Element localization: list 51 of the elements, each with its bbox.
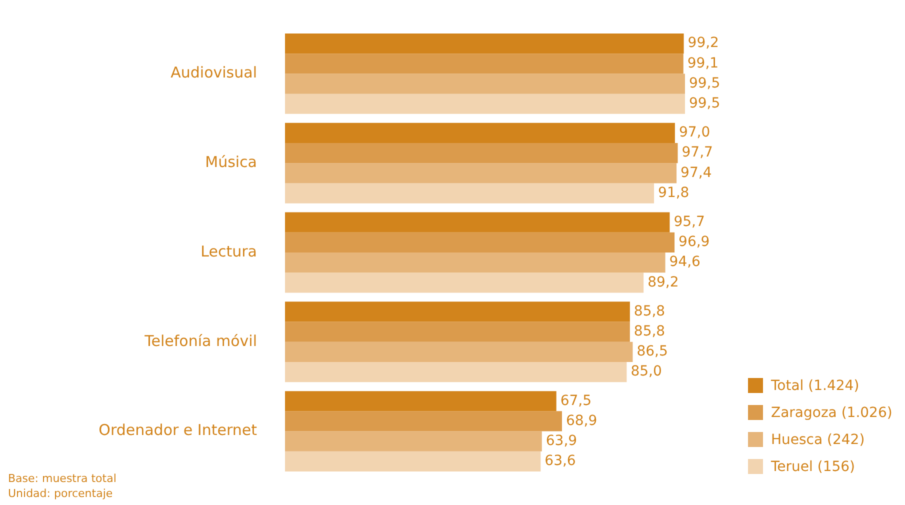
text: Unidad: porcentaje: [8, 486, 114, 501]
bar: [285, 391, 556, 412]
data-label: 89,2: [648, 274, 679, 290]
data-label: 94,6: [669, 254, 701, 270]
data-label: 63,9: [546, 433, 578, 449]
y-tick-label: Lectura: [200, 242, 257, 260]
data-label: 97,0: [678, 124, 710, 141]
y-tick-label: Música: [205, 152, 257, 171]
bar: [285, 183, 654, 204]
data-label: 67,5: [560, 392, 592, 409]
bar: [285, 272, 644, 293]
bar: [285, 94, 685, 114]
bar: [285, 302, 630, 322]
data-label: 99,5: [688, 75, 720, 92]
bar: [285, 342, 633, 362]
legend-label: Huesca (242): [771, 432, 865, 448]
y-tick-label: Telefonía móvil: [144, 332, 257, 350]
data-label: 97,7: [682, 144, 713, 161]
data-label: 85,8: [634, 303, 666, 320]
data-label: 95,7: [674, 214, 705, 230]
bar: [285, 74, 685, 94]
data-label: 85,8: [634, 323, 666, 340]
data-label: 99,5: [688, 96, 720, 112]
bar: [285, 431, 542, 452]
y-tick-label: Ordenador e Internet: [98, 421, 258, 440]
legend-label: Zaragoza (1.026): [771, 404, 892, 420]
bar: [285, 322, 630, 342]
data-label: 91,8: [658, 184, 690, 201]
bar: [285, 411, 562, 432]
bar: [285, 252, 666, 273]
bar: [285, 33, 684, 54]
data-label: 68,9: [566, 412, 598, 429]
bar: [285, 232, 675, 252]
bar: [285, 362, 627, 382]
bar: [285, 451, 541, 472]
bar: [285, 212, 670, 232]
data-label: 96,9: [678, 234, 710, 250]
bar: [285, 163, 677, 184]
data-label: 63,6: [544, 453, 576, 470]
bar: [285, 142, 678, 164]
text: Base: muestra total: [8, 471, 116, 486]
data-label: 97,4: [680, 164, 712, 181]
bar: [285, 54, 684, 74]
y-tick-label: Audiovisual: [170, 64, 257, 82]
legend-label: Teruel (156): [771, 458, 856, 474]
legend-label: Total (1.424): [771, 378, 860, 394]
data-label: 99,1: [687, 55, 719, 72]
bar: [285, 122, 675, 143]
data-label: 99,2: [688, 35, 719, 52]
data-label: 86,5: [636, 344, 668, 360]
data-label: 85,0: [630, 364, 662, 380]
